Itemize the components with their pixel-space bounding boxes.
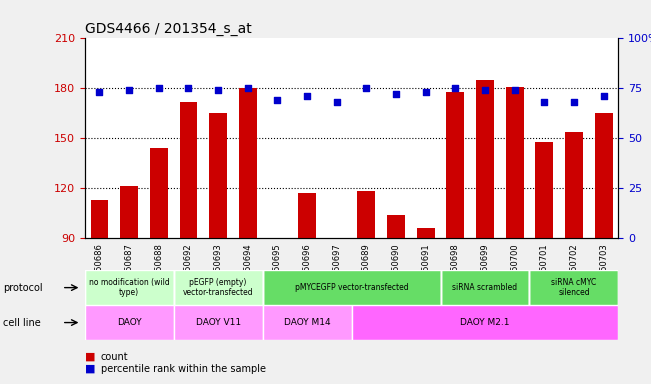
FancyBboxPatch shape — [352, 305, 618, 340]
Text: DAOY M2.1: DAOY M2.1 — [460, 318, 510, 327]
Point — [598, 93, 609, 99]
Text: protocol: protocol — [3, 283, 43, 293]
Point — [569, 99, 579, 105]
FancyBboxPatch shape — [529, 270, 618, 305]
Text: DAOY V11: DAOY V11 — [195, 318, 241, 327]
Point — [183, 85, 193, 91]
Point — [450, 85, 460, 91]
Point — [391, 91, 401, 98]
Point — [361, 85, 372, 91]
FancyBboxPatch shape — [262, 270, 441, 305]
Point — [539, 99, 549, 105]
Bar — [209, 113, 227, 238]
FancyBboxPatch shape — [174, 305, 262, 340]
FancyBboxPatch shape — [441, 270, 529, 305]
Bar — [357, 192, 375, 238]
Text: siRNA cMYC
silenced: siRNA cMYC silenced — [551, 278, 596, 297]
Point — [510, 87, 520, 93]
Text: DAOY M14: DAOY M14 — [284, 318, 330, 327]
Bar — [180, 102, 197, 238]
FancyBboxPatch shape — [174, 270, 262, 305]
Text: GDS4466 / 201354_s_at: GDS4466 / 201354_s_at — [85, 22, 251, 36]
Point — [243, 85, 253, 91]
FancyBboxPatch shape — [85, 305, 174, 340]
Point — [154, 85, 164, 91]
Text: ■: ■ — [85, 364, 95, 374]
Bar — [239, 88, 256, 238]
Point — [124, 87, 134, 93]
Bar — [120, 187, 138, 238]
Bar — [595, 113, 613, 238]
Text: pMYCEGFP vector-transfected: pMYCEGFP vector-transfected — [295, 283, 408, 292]
Bar — [506, 87, 523, 238]
Bar — [268, 238, 286, 242]
Bar — [298, 193, 316, 238]
FancyBboxPatch shape — [262, 305, 352, 340]
Bar — [535, 142, 553, 238]
Text: DAOY: DAOY — [117, 318, 141, 327]
Bar — [90, 200, 108, 238]
Point — [94, 89, 105, 95]
Bar — [476, 80, 494, 238]
Text: count: count — [101, 352, 128, 362]
Point — [480, 87, 490, 93]
Bar — [150, 148, 168, 238]
Bar — [417, 228, 435, 238]
Bar — [565, 132, 583, 238]
Text: siRNA scrambled: siRNA scrambled — [452, 283, 518, 292]
Text: ■: ■ — [85, 352, 95, 362]
Point — [213, 87, 223, 93]
Point — [421, 89, 431, 95]
Point — [272, 97, 283, 103]
Text: percentile rank within the sample: percentile rank within the sample — [101, 364, 266, 374]
Point — [302, 93, 312, 99]
Text: no modification (wild
type): no modification (wild type) — [89, 278, 169, 297]
Text: cell line: cell line — [3, 318, 41, 328]
Point — [331, 99, 342, 105]
Bar — [447, 92, 464, 238]
Bar — [387, 215, 405, 238]
Text: pEGFP (empty)
vector-transfected: pEGFP (empty) vector-transfected — [183, 278, 253, 297]
FancyBboxPatch shape — [85, 270, 174, 305]
